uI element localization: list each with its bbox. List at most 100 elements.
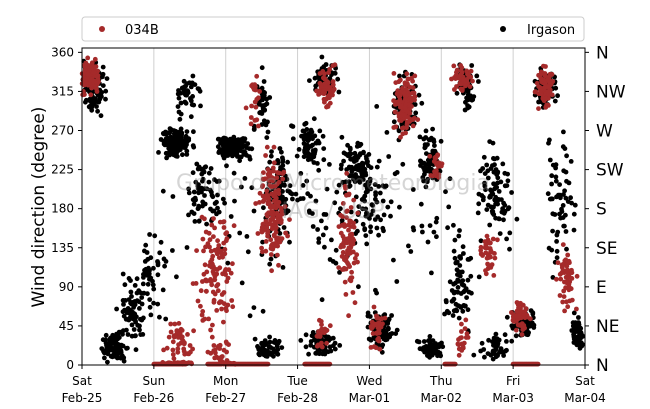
point-034b [210,253,216,259]
point-irgason [247,156,253,162]
point-irgason [134,276,140,282]
point-irgason [191,201,197,207]
point-irgason [102,355,107,361]
point-irgason [333,247,339,253]
point-irgason [383,331,389,336]
point-irgason [456,315,462,321]
point-034b [205,349,211,355]
point-034b [350,236,356,242]
x-tick-day: Sat [72,374,92,388]
point-irgason [310,330,316,335]
point-irgason [496,189,502,194]
point-irgason [357,152,363,158]
point-034b [567,260,572,266]
point-irgason [232,198,237,204]
point-irgason [447,176,453,182]
point-irgason [454,90,460,96]
point-034b [458,86,464,92]
point-034b [202,216,207,222]
point-034b [484,233,490,239]
point-irgason [189,102,195,108]
point-034b [355,210,361,216]
point-034b [542,84,548,90]
point-034b [271,204,276,210]
point-034b [263,218,269,224]
point-irgason [571,227,577,233]
point-irgason [347,146,353,152]
point-034b [351,260,357,266]
point-034b [212,347,218,353]
point-irgason [422,165,427,171]
point-irgason [263,119,269,125]
point-034b [510,318,516,323]
point-irgason [431,229,437,235]
point-irgason [373,196,378,202]
point-034b [171,334,177,340]
point-irgason [118,348,124,353]
compass-label: NE [596,317,619,337]
point-irgason [480,197,486,203]
point-034b [458,335,463,341]
point-034b [459,65,465,71]
point-irgason [387,334,393,340]
point-irgason [98,113,104,119]
point-034b [207,263,212,269]
point-034b [268,246,274,251]
point-irgason [338,166,344,172]
point-irgason [427,334,433,339]
point-irgason [431,139,437,145]
point-irgason [571,310,577,316]
point-irgason [457,228,462,233]
point-034b [276,191,282,197]
point-034b [351,197,357,203]
point-irgason [476,274,482,280]
point-irgason [125,332,131,337]
point-irgason [263,353,269,359]
point-irgason [554,255,560,261]
point-034b [327,85,333,90]
point-034b [325,103,331,108]
point-irgason [198,103,203,109]
point-irgason [131,305,137,310]
point-irgason [351,173,357,179]
point-irgason [490,349,496,355]
point-irgason [298,196,303,202]
point-034b [187,343,193,348]
point-034b [455,341,461,347]
point-irgason [352,150,358,156]
point-irgason [215,205,220,211]
point-irgason [160,188,166,194]
point-irgason [285,208,291,214]
point-034b [262,176,268,182]
point-irgason [268,153,274,159]
point-034b [256,123,261,129]
point-irgason [202,193,207,198]
point-irgason [115,353,120,358]
point-irgason [488,193,493,199]
point-irgason [410,225,416,231]
point-irgason [100,337,106,343]
point-034b [265,231,270,236]
point-034b [568,286,574,292]
point-irgason [139,301,145,307]
point-034b [546,84,552,89]
point-irgason [414,338,420,344]
point-irgason [419,100,425,106]
point-irgason [440,344,446,350]
point-034b [273,224,279,229]
point-034b [492,255,498,261]
point-irgason [215,192,220,198]
point-irgason [202,186,207,192]
point-irgason [356,143,362,148]
point-irgason [393,331,399,336]
point-034b [520,325,526,331]
point-irgason [244,145,250,151]
point-irgason [555,93,560,99]
point-034b [201,248,206,254]
point-irgason [151,300,157,306]
point-irgason [392,171,398,177]
compass-label: NW [596,82,626,102]
point-irgason [394,279,400,284]
point-034b [229,298,235,303]
point-034b [521,311,526,317]
